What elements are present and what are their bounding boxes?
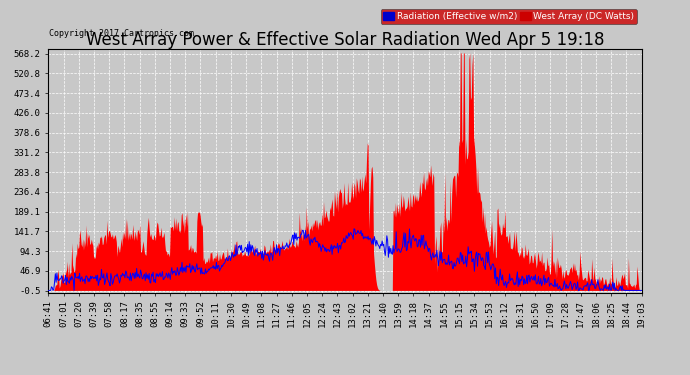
Title: West Array Power & Effective Solar Radiation Wed Apr 5 19:18: West Array Power & Effective Solar Radia… — [86, 31, 604, 49]
Legend: Radiation (Effective w/m2), West Array (DC Watts): Radiation (Effective w/m2), West Array (… — [381, 9, 637, 24]
Text: Copyright 2017 Cartronics.com: Copyright 2017 Cartronics.com — [49, 29, 194, 38]
